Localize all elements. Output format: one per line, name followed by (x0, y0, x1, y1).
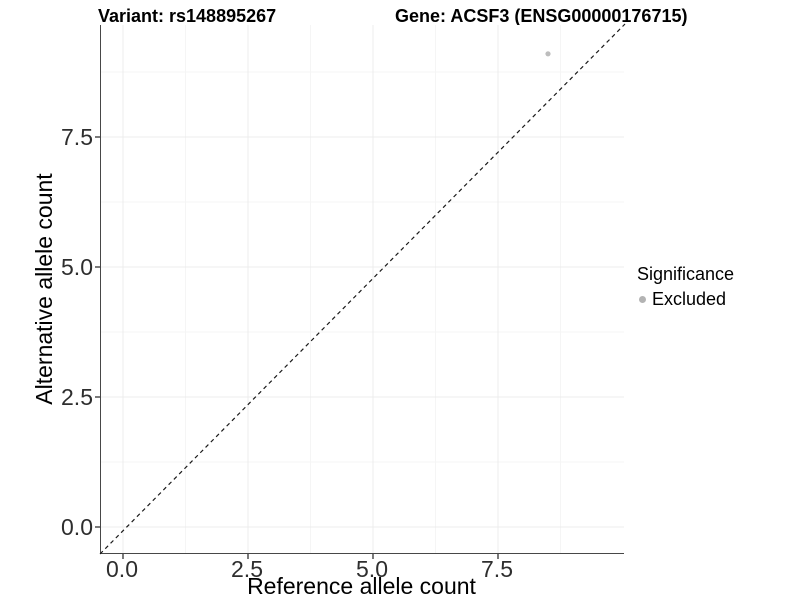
legend-title: Significance (637, 264, 735, 284)
y-tick-label: 2.5 (61, 384, 93, 410)
data-point (545, 51, 551, 57)
y-tick-label: 0.0 (61, 514, 93, 540)
legend-entries: Excluded (637, 288, 734, 310)
x-tick-label: 2.5 (231, 556, 263, 582)
y-axis-title: Alternative allele count (31, 173, 57, 405)
plot-panel (95, 23, 626, 559)
y-tick-label: 5.0 (61, 254, 93, 280)
x-axis-title: Reference allele count (247, 573, 476, 599)
x-tick-label: 7.5 (481, 556, 513, 582)
plot-title-gene: Gene: ACSF3 (ENSG00000176715) (395, 6, 688, 26)
legend-entry-label: Excluded (652, 289, 727, 309)
x-tick-label: 5.0 (356, 556, 388, 582)
plot-title-variant: Variant: rs148895267 (98, 6, 277, 26)
x-axis-tick-labels: 0.0 2.5 5.0 7.5 (100, 556, 623, 582)
identity-dashed-line (99, 23, 626, 555)
x-tick-label: 0.0 (106, 556, 138, 582)
legend-key-dot-icon (639, 295, 646, 303)
legend-entry: Excluded (637, 288, 734, 310)
legend: Significance Excluded (637, 262, 734, 310)
y-tick-label: 7.5 (61, 124, 93, 150)
scatter-plot-canvas (95, 23, 626, 559)
y-axis-tick-labels: 0.0 2.5 5.0 7.5 (0, 25, 94, 553)
